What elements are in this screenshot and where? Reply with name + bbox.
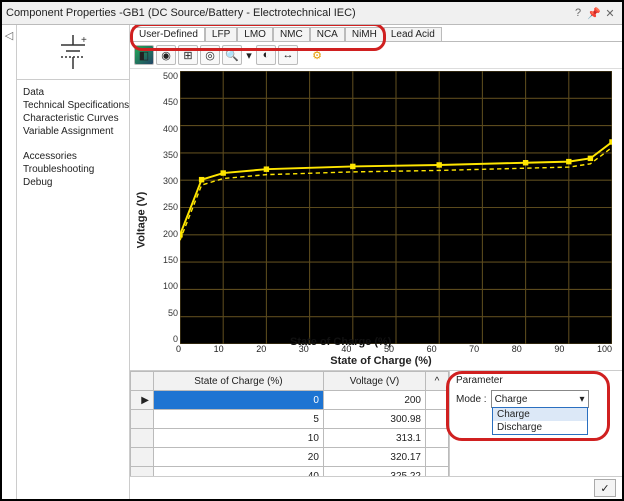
chart-xlabel: State of Charge (%): [150, 354, 612, 368]
tool-settings-icon[interactable]: ⚙: [308, 46, 326, 64]
table-row[interactable]: 40325.22: [131, 467, 449, 477]
table-col-voltage[interactable]: Voltage (V): [323, 372, 425, 391]
nav-item-troubleshooting[interactable]: Troubleshooting: [23, 163, 123, 176]
mode-option-discharge[interactable]: Discharge: [493, 421, 587, 434]
tab-lead-acid[interactable]: Lead Acid: [384, 27, 442, 41]
nav-item-accessories[interactable]: Accessories: [23, 150, 123, 163]
tab-lmo[interactable]: LMO: [237, 27, 273, 41]
component-symbol: +: [17, 25, 129, 80]
chart-plot[interactable]: State of Charge (%): [180, 71, 612, 344]
tool-palette-icon[interactable]: ◧: [134, 45, 154, 65]
mode-label: Mode :: [456, 394, 487, 405]
parameter-title: Parameter: [456, 375, 616, 386]
tool-fit-icon[interactable]: ↔: [278, 45, 298, 65]
table-corner: [131, 372, 154, 391]
tab-nmc[interactable]: NMC: [273, 27, 310, 41]
nav-item-data[interactable]: Data: [23, 86, 123, 99]
chart-xlabel-overlay: State of Charge (%): [290, 336, 391, 348]
table-row[interactable]: 10313.1: [131, 429, 449, 448]
tool-target-icon[interactable]: ◎: [200, 45, 220, 65]
mode-option-charge[interactable]: Charge: [493, 408, 587, 421]
tool-grid-icon[interactable]: ⊞: [178, 45, 198, 65]
nav-item-tech-specs[interactable]: Technical Specifications: [23, 99, 123, 112]
tool-contrast-icon[interactable]: ◐: [256, 45, 276, 65]
tab-nca[interactable]: NCA: [310, 27, 345, 41]
tool-view-icon[interactable]: ◉: [156, 45, 176, 65]
dialog-window: Component Properties -GB1 (DC Source/Bat…: [0, 0, 624, 501]
battery-symbol-icon: +: [51, 35, 95, 69]
chart-area: Voltage (V) 5004504003503002502001501005…: [130, 69, 622, 370]
nav-list: Data Technical Specifications Characteri…: [17, 80, 129, 195]
battery-type-tabs: User-Defined LFP LMO NMC NCA NiMH Lead A…: [130, 25, 622, 42]
chart-yticks: 500450400350300250200150100500: [150, 71, 180, 344]
tab-lfp[interactable]: LFP: [205, 27, 237, 41]
table-row[interactable]: ▶0200: [131, 391, 449, 410]
nav-item-var-assign[interactable]: Variable Assignment: [23, 125, 123, 138]
parameter-pane: Parameter Mode : Charge ▾ Charge Dischar…: [450, 371, 622, 476]
mode-dropdown: Charge Discharge: [492, 407, 588, 435]
collapse-sidebar-button[interactable]: ◁: [2, 25, 17, 499]
data-table-pane: State of Charge (%) Voltage (V) ^ ▶02005…: [130, 371, 450, 476]
tool-zoom-icon[interactable]: 🔍: [222, 45, 242, 65]
tool-dropdown-icon[interactable]: ▾: [244, 46, 254, 64]
dialog-footer: ✓: [130, 476, 622, 499]
tab-user-defined[interactable]: User-Defined: [132, 27, 205, 41]
table-col-soc[interactable]: State of Charge (%): [154, 372, 324, 391]
chevron-down-icon: ▾: [580, 394, 585, 405]
ok-button[interactable]: ✓: [594, 479, 616, 497]
help-icon[interactable]: ?: [570, 7, 586, 19]
table-col-extra: ^: [426, 372, 449, 391]
table-row[interactable]: 5300.98: [131, 410, 449, 429]
mode-combobox[interactable]: Charge ▾: [491, 390, 589, 408]
sidebar: + Data Technical Specifications Characte…: [17, 25, 130, 499]
nav-item-debug[interactable]: Debug: [23, 176, 123, 189]
table-row[interactable]: 20320.17: [131, 448, 449, 467]
chart-toolbar: ◧ ◉ ⊞ ◎ 🔍 ▾ ◐ ↔ ⚙: [130, 42, 622, 69]
titlebar: Component Properties -GB1 (DC Source/Bat…: [2, 2, 622, 25]
tab-nimh[interactable]: NiMH: [345, 27, 384, 41]
window-title: Component Properties -GB1 (DC Source/Bat…: [6, 7, 570, 19]
pin-icon[interactable]: 📌: [586, 7, 602, 20]
svg-text:+: +: [81, 35, 87, 46]
mode-selected: Charge: [495, 394, 528, 405]
nav-item-char-curves[interactable]: Characteristic Curves: [23, 112, 123, 125]
data-table: State of Charge (%) Voltage (V) ^ ▶02005…: [130, 371, 449, 476]
chart-ylabel: Voltage (V): [135, 191, 147, 248]
close-icon[interactable]: ✕: [602, 7, 618, 20]
